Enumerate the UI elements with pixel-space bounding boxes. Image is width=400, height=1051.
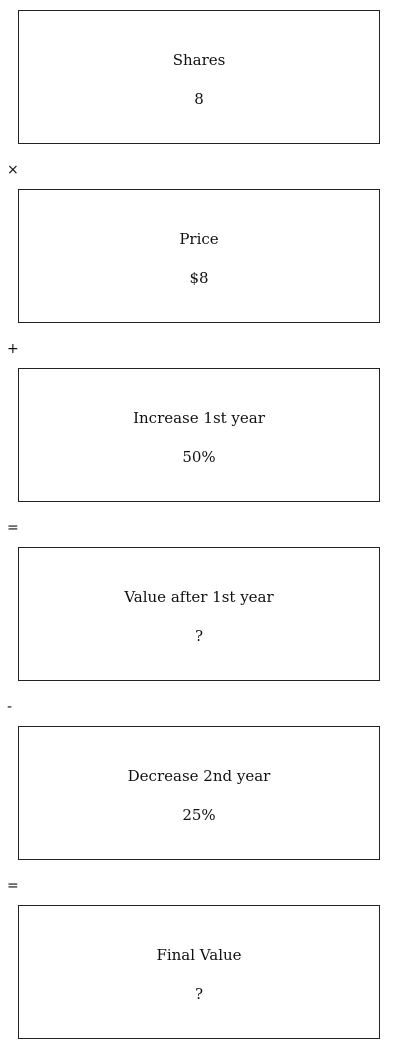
step-label: Increase 1st year bbox=[19, 409, 379, 427]
step-label: Decrease 2nd year bbox=[19, 767, 379, 785]
operator-minus: - bbox=[7, 699, 21, 715]
step-label: Price bbox=[19, 230, 379, 248]
operator-multiply: × bbox=[7, 162, 21, 178]
operator-plus: + bbox=[7, 341, 21, 357]
step-value: 8 bbox=[19, 90, 379, 108]
operator-equals: = bbox=[7, 878, 21, 894]
step-value: ? bbox=[19, 985, 379, 1003]
step-value: 25% bbox=[19, 806, 379, 824]
step-label: Shares bbox=[19, 51, 379, 69]
step-value: 50% bbox=[19, 448, 379, 466]
step-label: Value after 1st year bbox=[19, 588, 379, 606]
step-box-price: Price $8 bbox=[18, 189, 380, 323]
step-value: $8 bbox=[19, 269, 379, 287]
step-box-increase-1st-year: Increase 1st year 50% bbox=[18, 368, 380, 502]
operator-equals: = bbox=[7, 520, 21, 536]
step-label: Final Value bbox=[19, 946, 379, 964]
step-box-value-after-1st-year: Value after 1st year ? bbox=[18, 547, 380, 681]
step-box-shares: Shares 8 bbox=[18, 10, 380, 144]
step-box-final-value: Final Value ? bbox=[18, 905, 380, 1039]
step-box-decrease-2nd-year: Decrease 2nd year 25% bbox=[18, 726, 380, 860]
step-value: ? bbox=[19, 627, 379, 645]
